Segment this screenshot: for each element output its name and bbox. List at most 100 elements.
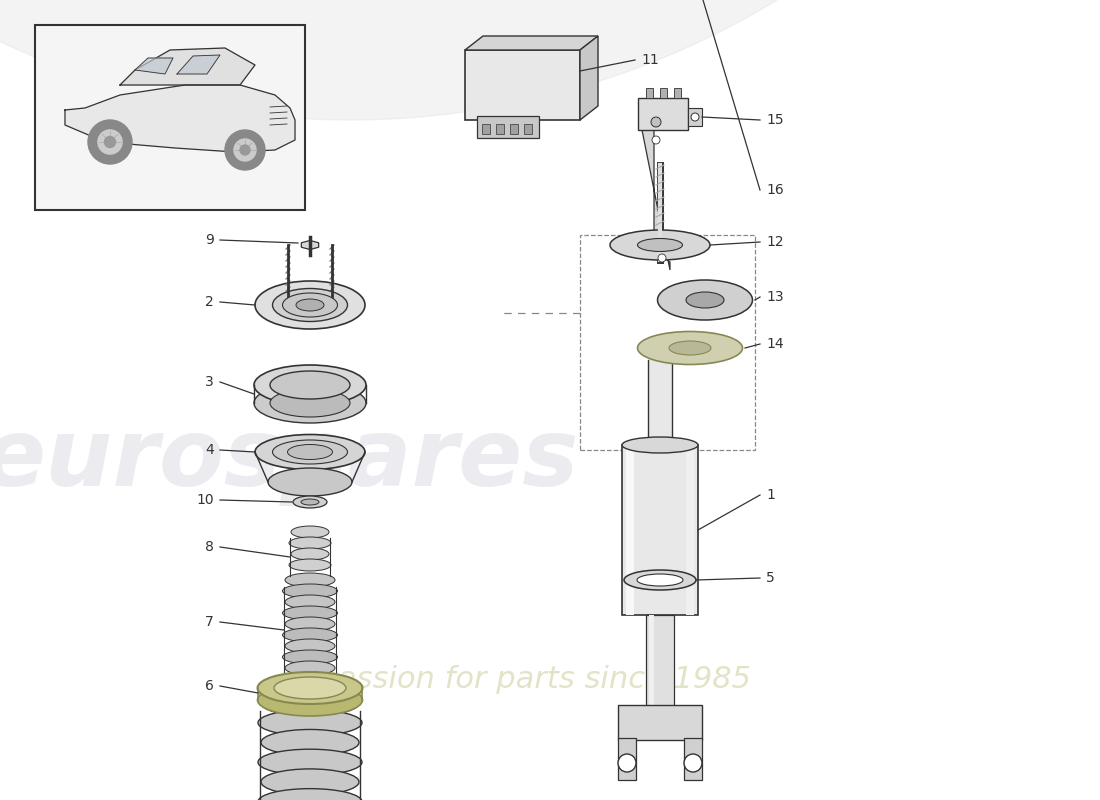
Bar [618,705,702,740]
Ellipse shape [257,684,363,716]
Ellipse shape [285,661,336,675]
Ellipse shape [638,238,682,251]
Polygon shape [177,55,220,74]
Ellipse shape [289,537,331,549]
Text: 9: 9 [205,233,214,247]
Polygon shape [0,0,1100,120]
Ellipse shape [285,639,336,653]
Text: 13: 13 [766,290,783,304]
Circle shape [651,117,661,127]
Ellipse shape [638,331,743,365]
Ellipse shape [261,690,359,716]
Ellipse shape [257,672,363,704]
Circle shape [684,754,702,772]
Text: 3: 3 [206,375,214,389]
Bar [510,124,518,134]
Ellipse shape [258,710,362,736]
Circle shape [226,130,265,170]
Text: 2: 2 [206,295,214,309]
Ellipse shape [637,574,683,586]
Ellipse shape [289,559,331,571]
Ellipse shape [296,299,324,311]
Ellipse shape [283,606,338,620]
Text: a passion for parts since 1985: a passion for parts since 1985 [289,666,750,694]
Ellipse shape [285,617,336,631]
Text: 5: 5 [766,571,774,585]
Bar [674,88,681,98]
Circle shape [691,113,698,121]
Ellipse shape [261,730,359,755]
Ellipse shape [254,365,366,405]
Bar [660,88,667,98]
Polygon shape [465,36,598,50]
Ellipse shape [610,230,710,260]
Ellipse shape [254,383,366,423]
Ellipse shape [301,499,319,505]
Text: 1: 1 [766,488,774,502]
Bar [626,445,634,615]
Ellipse shape [255,434,365,470]
Text: 4: 4 [206,443,214,457]
Circle shape [104,137,116,147]
Circle shape [88,120,132,164]
Text: 12: 12 [766,235,783,249]
Ellipse shape [258,749,362,775]
Ellipse shape [658,280,752,320]
Polygon shape [135,58,173,74]
Ellipse shape [287,445,332,459]
Polygon shape [65,85,295,152]
Bar [686,445,694,615]
Circle shape [234,139,256,161]
Text: eurospares: eurospares [0,414,579,506]
Bar [646,88,653,98]
Text: 16: 16 [766,183,783,197]
Text: 7: 7 [206,615,214,629]
Bar [496,124,504,134]
Ellipse shape [293,496,327,508]
Ellipse shape [283,650,338,664]
Ellipse shape [270,371,350,399]
Text: 15: 15 [766,113,783,127]
Bar [638,98,688,130]
Ellipse shape [283,293,338,317]
Bar [688,108,702,126]
Text: 8: 8 [205,540,214,554]
Bar [648,360,672,445]
Ellipse shape [285,573,336,587]
Ellipse shape [292,548,329,560]
Ellipse shape [274,677,346,699]
Ellipse shape [621,437,698,453]
Bar [465,50,580,120]
Bar [580,235,755,450]
Bar [646,615,674,715]
Bar [35,25,305,210]
Ellipse shape [258,789,362,800]
Ellipse shape [669,341,711,355]
Text: 14: 14 [766,337,783,351]
Circle shape [240,145,250,155]
Bar [618,738,636,780]
Ellipse shape [268,468,352,496]
Bar [621,445,698,615]
Ellipse shape [283,628,338,642]
Polygon shape [642,130,670,270]
Polygon shape [580,36,598,120]
Bar [524,124,532,134]
Ellipse shape [292,526,329,538]
Circle shape [652,136,660,144]
Circle shape [658,254,666,262]
Bar [649,615,654,715]
Ellipse shape [273,440,348,464]
Ellipse shape [261,769,359,795]
Ellipse shape [285,595,336,609]
Circle shape [98,130,122,154]
Ellipse shape [255,281,365,329]
Ellipse shape [273,289,348,322]
Bar [477,116,539,138]
Bar [684,738,702,780]
Text: 6: 6 [205,679,214,693]
Polygon shape [120,48,255,85]
Bar [482,124,490,134]
Ellipse shape [283,672,338,686]
Ellipse shape [686,292,724,308]
